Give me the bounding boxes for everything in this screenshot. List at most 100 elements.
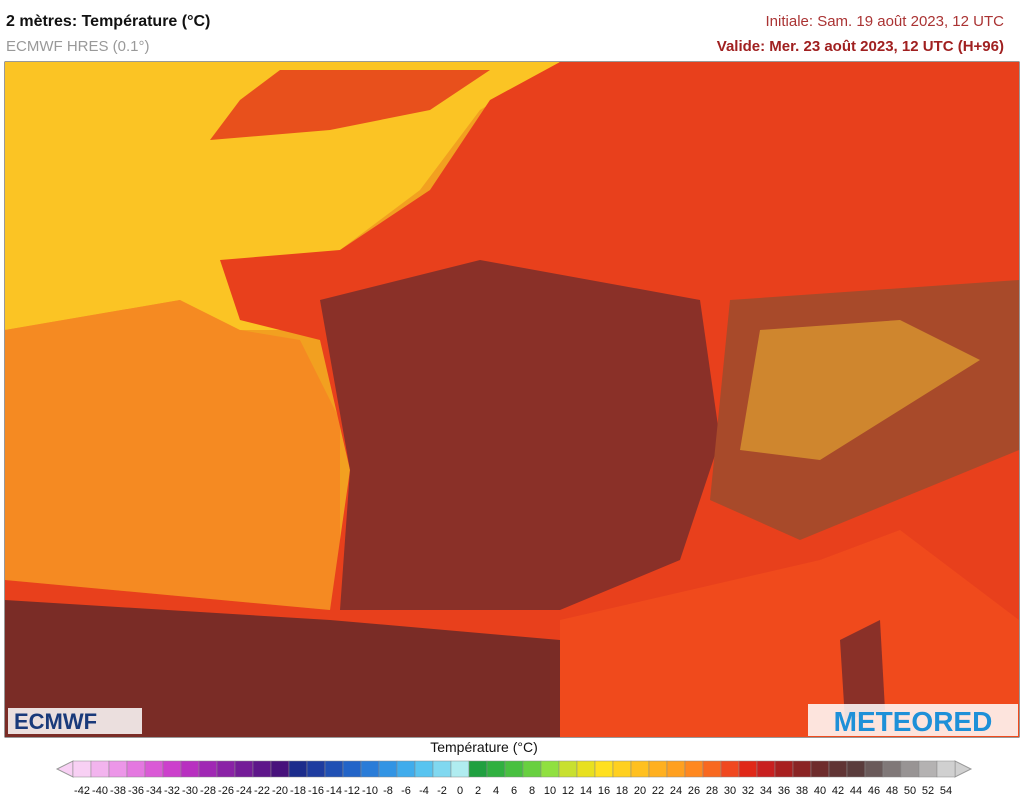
colorbar-swatch <box>594 760 614 778</box>
title: 2 mètres: Température (°C) <box>6 13 210 30</box>
colorbar-tick-label: -2 <box>437 785 447 797</box>
colorbar-tick-label: 8 <box>529 785 535 797</box>
colorbar-tick-label: 6 <box>511 785 517 797</box>
colorbar-tick-label: 48 <box>886 785 898 797</box>
colorbar-tick-label: -40 <box>92 785 108 797</box>
colorbar-swatch <box>72 760 92 778</box>
colorbar-swatch <box>540 760 560 778</box>
colorbar-swatch <box>198 760 218 778</box>
colorbar-swatch <box>414 760 434 778</box>
colorbar-tick-label: 54 <box>940 785 952 797</box>
colorbar-tick-label: -34 <box>146 785 162 797</box>
colorbar-swatch <box>936 760 956 778</box>
colorbar-swatch <box>378 760 398 778</box>
colorbar-swatch <box>630 760 650 778</box>
colorbar-swatch <box>342 760 362 778</box>
colorbar-swatch <box>504 760 524 778</box>
colorbar-tick-label: -8 <box>383 785 393 797</box>
colorbar-swatch <box>828 760 848 778</box>
colorbar-swatch <box>180 760 200 778</box>
colorbar-title: Température (°C) <box>430 739 538 755</box>
colorbar-tick-label: 34 <box>760 785 772 797</box>
colorbar-swatch <box>756 760 776 778</box>
colorbar-tick-label: 38 <box>796 785 808 797</box>
colorbar-arrow-low <box>55 760 74 778</box>
colorbar-tick-label: -32 <box>164 785 180 797</box>
colorbar-swatch <box>108 760 128 778</box>
spain <box>5 600 560 737</box>
colorbar-swatch <box>162 760 182 778</box>
valid-time: Valide: Mer. 23 août 2023, 12 UTC (H+96) <box>717 38 1004 55</box>
colorbar-tick-label: 16 <box>598 785 610 797</box>
colorbar-tick-label: -28 <box>200 785 216 797</box>
med-sea <box>560 530 1019 737</box>
colorbar-swatch <box>900 760 920 778</box>
colorbar-swatch <box>396 760 416 778</box>
colorbar-swatch <box>90 760 110 778</box>
colorbar-swatch <box>774 760 794 778</box>
colorbar-tick-label: -42 <box>74 785 90 797</box>
england <box>210 70 490 140</box>
colorbar-tick-label: -30 <box>182 785 198 797</box>
colorbar-tick-label: -20 <box>272 785 288 797</box>
colorbar-swatch <box>522 760 542 778</box>
colorbar-swatch <box>360 760 380 778</box>
colorbar-tick-label: 28 <box>706 785 718 797</box>
colorbar-tick-label: 46 <box>868 785 880 797</box>
colorbar-swatch <box>918 760 938 778</box>
colorbar-tick-label: 10 <box>544 785 556 797</box>
colorbar-swatch <box>612 760 632 778</box>
colorbar-tick-label: 42 <box>832 785 844 797</box>
colorbar-swatch <box>648 760 668 778</box>
colorbar-swatch <box>684 760 704 778</box>
colorbar-tick-label: 0 <box>457 785 463 797</box>
colorbar-swatch <box>450 760 470 778</box>
colorbar-tick-label: 44 <box>850 785 862 797</box>
colorbar-tick-label: -18 <box>290 785 306 797</box>
initial-time: Initiale: Sam. 19 août 2023, 12 UTC <box>766 13 1005 30</box>
colorbar-tick-label: 24 <box>670 785 682 797</box>
colorbar-tick-label: -22 <box>254 785 270 797</box>
map: ECMWF METEORED <box>4 61 1020 738</box>
colorbar-swatch <box>252 760 272 778</box>
alps-peaks <box>740 320 980 460</box>
colorbar-tick-label: 36 <box>778 785 790 797</box>
colorbar-tick-label: 30 <box>724 785 736 797</box>
colorbar-swatch <box>846 760 866 778</box>
colorbar-swatch <box>792 760 812 778</box>
colorbar-tick-label: -38 <box>110 785 126 797</box>
colorbar-tick-label: -6 <box>401 785 411 797</box>
colorbar-swatch <box>288 760 308 778</box>
colorbar-tick-label: 22 <box>652 785 664 797</box>
colorbar-tick-label: 2 <box>475 785 481 797</box>
colorbar-swatch <box>234 760 254 778</box>
colorbar-swatch <box>720 760 740 778</box>
colorbar-tick-label: 52 <box>922 785 934 797</box>
colorbar-tick-label: -14 <box>326 785 342 797</box>
colorbar-swatch <box>126 760 146 778</box>
colorbar-tick-label: 18 <box>616 785 628 797</box>
colorbar-tick-label: 14 <box>580 785 592 797</box>
colorbar-tick-label: 50 <box>904 785 916 797</box>
colorbar-tick-label: -12 <box>344 785 360 797</box>
colorbar-tick-label: 26 <box>688 785 700 797</box>
colorbar-swatch <box>270 760 290 778</box>
colorbar: -42 -40 -38 -36 -34 -32 -30 -28 -26 -24 -22 -20 -18-… <box>55 760 973 797</box>
colorbar-swatch <box>324 760 344 778</box>
colorbar-swatch <box>666 760 686 778</box>
colorbar-swatch <box>702 760 722 778</box>
colorbar-tick-label: 20 <box>634 785 646 797</box>
colorbar-swatch <box>486 760 506 778</box>
colorbar-tick-label: 32 <box>742 785 754 797</box>
colorbar-arrow-high <box>954 760 973 778</box>
colorbar-tick-label: 4 <box>493 785 499 797</box>
colorbar-swatch <box>432 760 452 778</box>
corsica <box>840 620 885 720</box>
colorbar-swatch <box>576 760 596 778</box>
colorbar-tick-label: -26 <box>218 785 234 797</box>
colorbar-swatch <box>306 760 326 778</box>
logo-left-box <box>8 708 142 734</box>
sea-north <box>5 62 560 330</box>
colorbar-tick-label: -10 <box>362 785 378 797</box>
